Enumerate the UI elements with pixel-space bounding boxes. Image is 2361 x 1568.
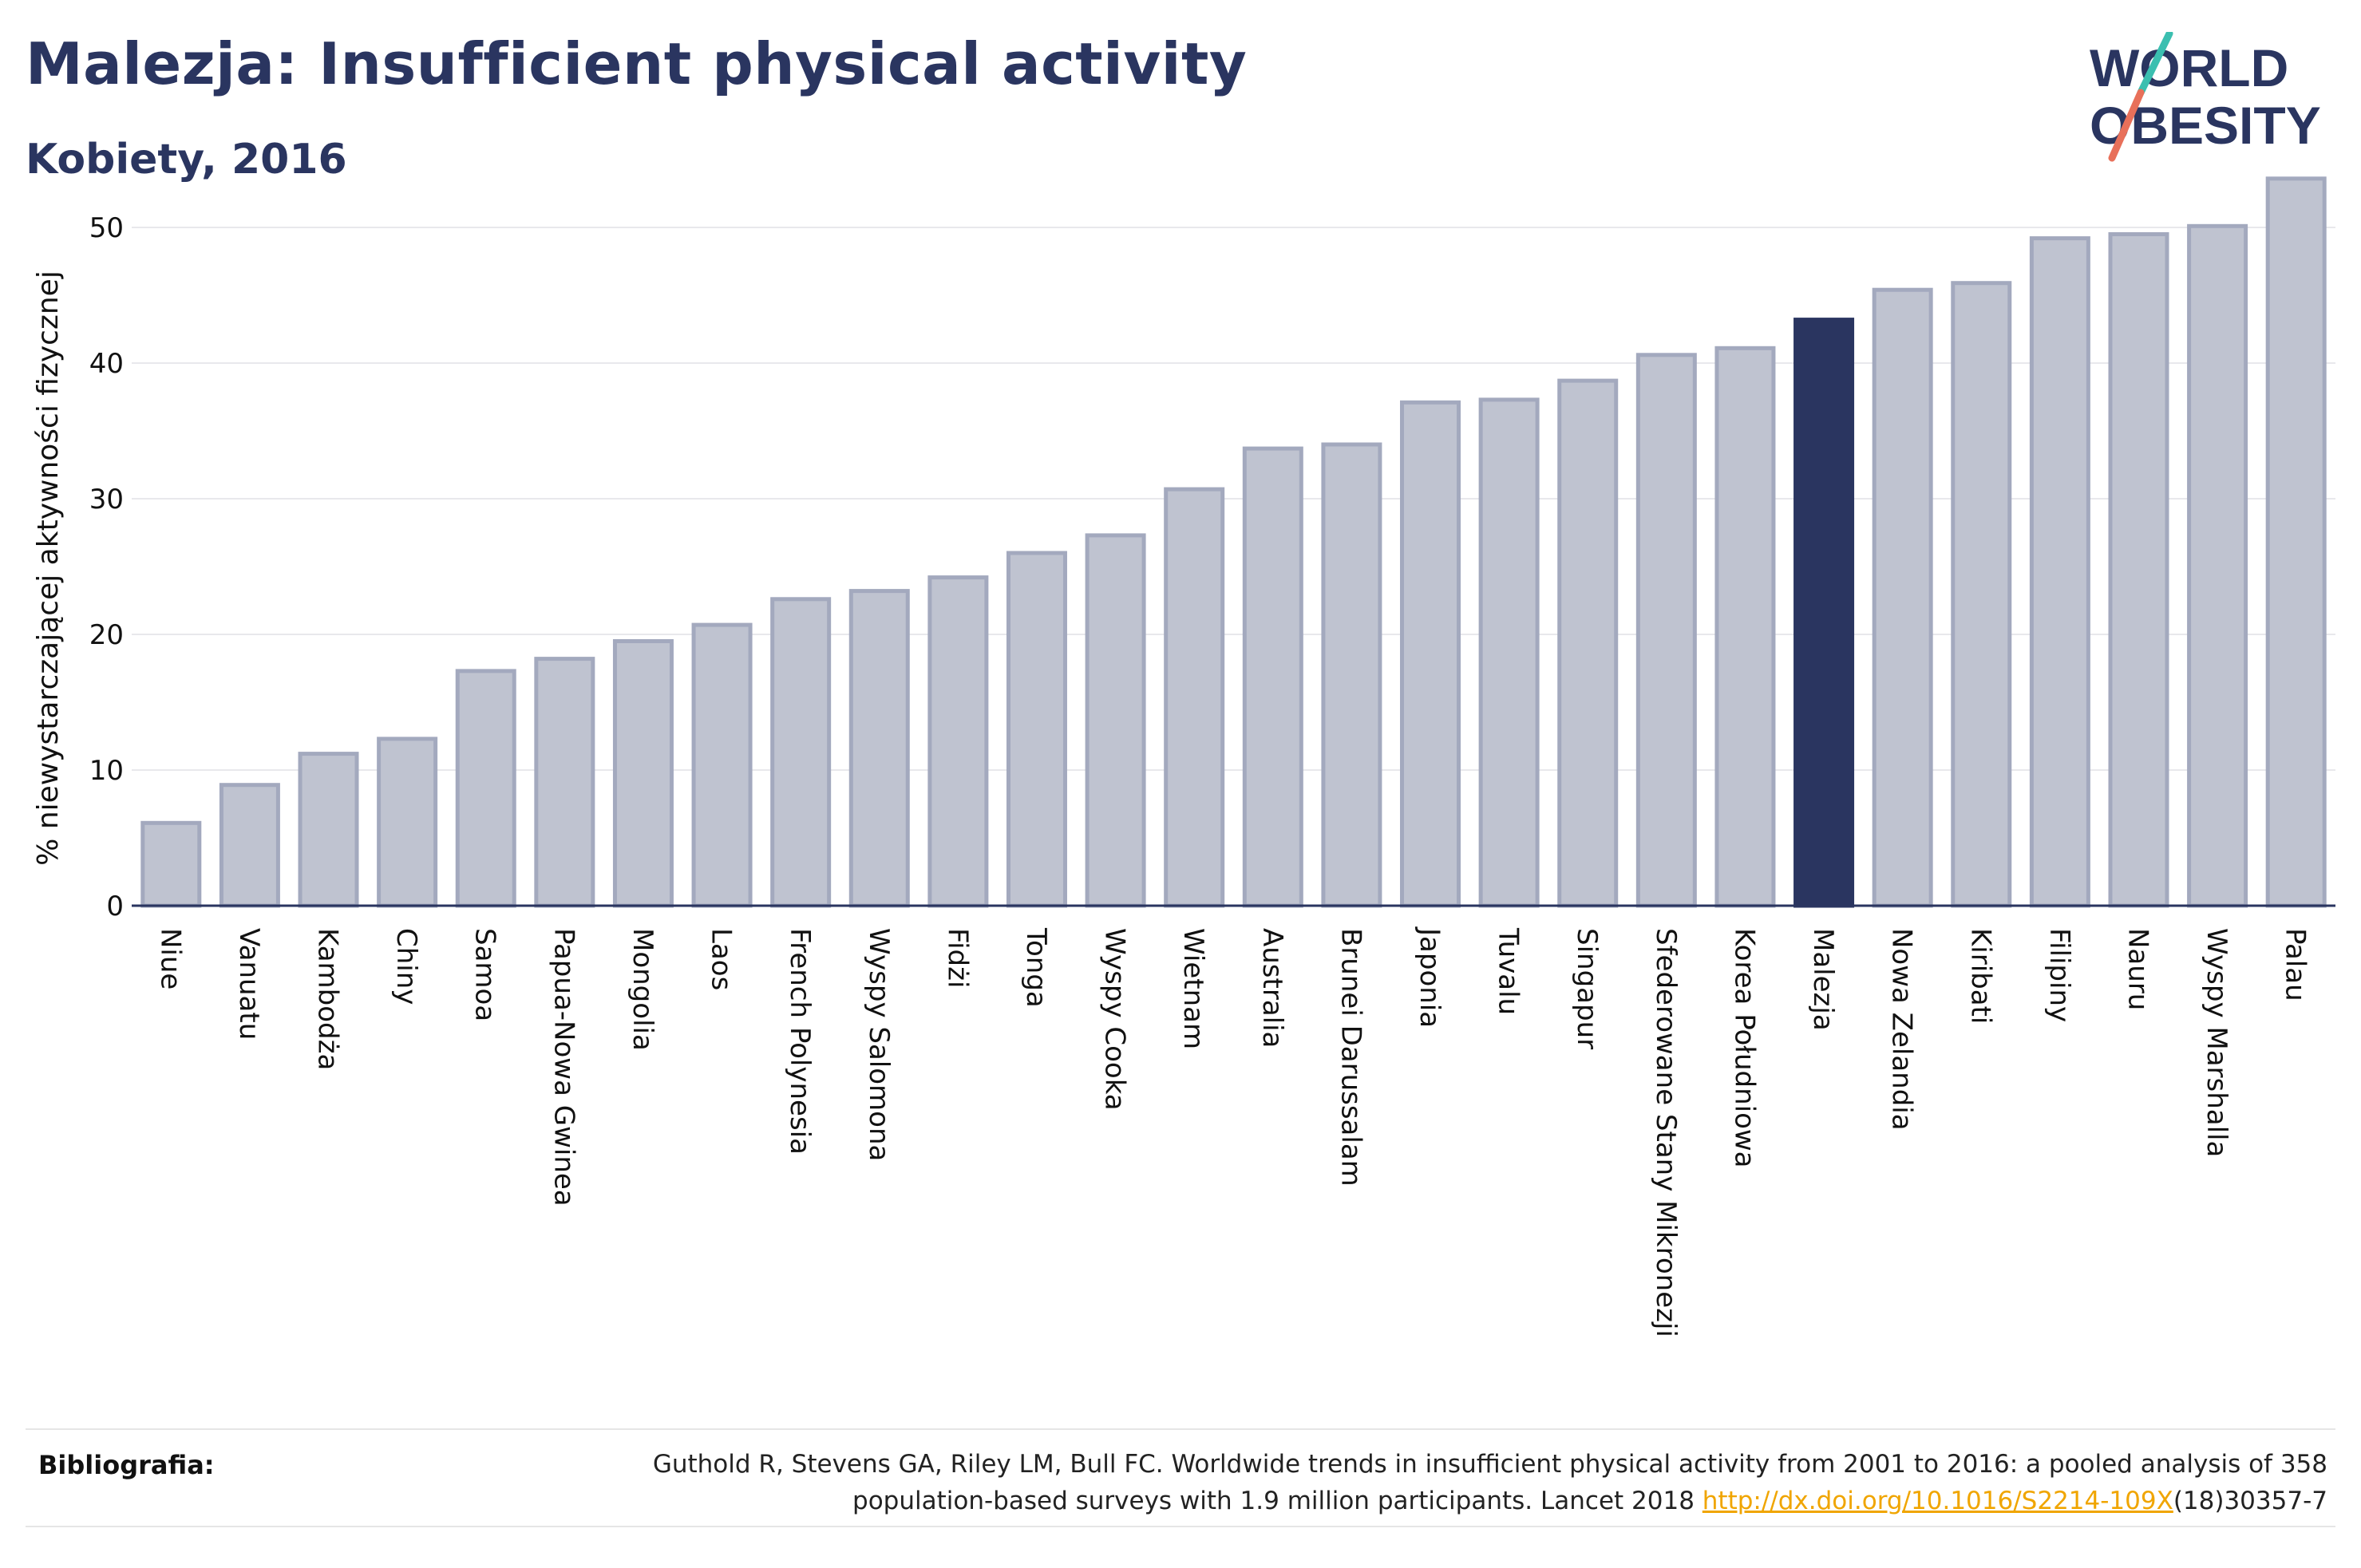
y-tick-labels: 0 10 20 30 40 50: [89, 212, 124, 922]
x-tick-label: Korea Południowa: [1728, 928, 1760, 1168]
x-tick-label: Fidżi: [941, 928, 973, 988]
x-tick-label: Wietnam: [1177, 928, 1209, 1049]
logo-slash-coral: [2108, 89, 2145, 162]
bar-tonga: [1006, 551, 1067, 908]
bar-sfederowane-stany-mikronezji: [1635, 353, 1697, 908]
bars: [140, 176, 2327, 908]
x-tick-label: Tuvalu: [1493, 927, 1525, 1015]
bibliography-line-2: population-based surveys with 1.9 millio…: [852, 1487, 1703, 1515]
bar-tuvalu: [1478, 397, 1540, 908]
x-tick-label: Australia: [1256, 928, 1288, 1048]
bar-vanuatu: [219, 783, 280, 908]
x-tick-label: Nowa Zelandia: [1886, 928, 1918, 1131]
x-tick-label: Malezja: [1807, 928, 1839, 1031]
world-obesity-logo: WORLD OBESITY: [2090, 32, 2321, 162]
bar-palau: [2265, 176, 2327, 908]
y-tick-label: 0: [106, 891, 124, 922]
x-tick-label: Sfederowane Stany Mikronezji: [1650, 928, 1682, 1337]
x-tick-label: Singapur: [1571, 928, 1603, 1049]
x-tick-label: Japonia: [1414, 926, 1445, 1028]
bar-australia: [1242, 446, 1303, 908]
x-tick-label: Kiribati: [1964, 928, 1996, 1024]
bar-kiribati: [1951, 281, 2012, 908]
x-tick-label: Palau: [2280, 928, 2312, 1001]
x-tick-label: Kambodża: [312, 928, 344, 1070]
x-tick-label: Filipiny: [2043, 928, 2075, 1022]
bar-niue: [140, 820, 202, 908]
bar-singapur: [1557, 378, 1619, 908]
x-tick-label: Chiny: [390, 928, 422, 1005]
x-tick-label: Wyspy Marshalla: [2201, 928, 2232, 1157]
x-tick-label: Laos: [706, 928, 738, 990]
bar-kambodża: [298, 752, 359, 908]
x-tick-label: Samoa: [469, 928, 501, 1021]
bar-brunei-darussalam: [1321, 442, 1382, 908]
bar-korea-południowa: [1714, 346, 1776, 908]
bar-chiny: [377, 737, 438, 908]
bar-wyspy-salomona: [848, 589, 910, 908]
bibliography-line-2-end: (18)30357-7: [2173, 1487, 2327, 1515]
x-tick-labels: Niue Vanuatu Kambodża Chiny Samoa Papua-Nowa …: [154, 926, 2311, 1337]
y-tick-label: 20: [89, 619, 124, 651]
bar-japonia: [1400, 400, 1461, 908]
x-tick-label: French Polynesia: [784, 928, 816, 1155]
bibliography-bottom-divider: [26, 1526, 2335, 1527]
bar-wyspy-cooka: [1085, 533, 1146, 908]
bar-french-polynesia: [770, 597, 832, 908]
x-tick-label: Nauru: [2122, 928, 2153, 1010]
logo-slash-teal: [2137, 32, 2173, 97]
y-axis-title: % niewystarczającej aktywności fizycznej: [32, 271, 65, 866]
bar-malezja: [1793, 318, 1855, 908]
bar-wyspy-marshalla: [2187, 223, 2248, 908]
bar-samoa: [455, 669, 516, 908]
bar-filipiny: [2029, 236, 2090, 908]
bibliography-text: Guthold R, Stevens GA, Riley LM, Bull FC…: [492, 1446, 2327, 1519]
x-tick-label: Wyspy Cooka: [1099, 928, 1131, 1111]
y-tick-label: 50: [89, 212, 124, 244]
y-tick-label: 30: [89, 484, 124, 515]
x-tick-label: Wyspy Salomona: [863, 928, 895, 1161]
x-tick-label: Mongolia: [627, 928, 658, 1051]
bar-laos: [691, 622, 753, 908]
chart-subtitle: Kobiety, 2016: [26, 136, 347, 184]
x-tick-label: Niue: [154, 928, 186, 989]
y-tick-label: 40: [89, 348, 124, 380]
bar-nowa-zelandia: [1872, 287, 1933, 908]
bar-wietnam: [1164, 487, 1225, 908]
x-tick-label: Papua-Nowa Gwinea: [548, 928, 579, 1207]
y-tick-label: 10: [89, 755, 124, 787]
x-tick-label: Brunei Darussalam: [1335, 928, 1366, 1187]
bar-nauru: [2108, 232, 2169, 908]
doi-link[interactable]: http://dx.doi.org/10.1016/S2214-109X: [1702, 1487, 2173, 1515]
bar-mongolia: [612, 639, 674, 908]
x-tick-label: Tonga: [1020, 927, 1052, 1008]
bibliography-label: Bibliografia:: [38, 1450, 215, 1480]
bar-papua-nowa-gwinea: [534, 657, 595, 908]
x-tick-label: Vanuatu: [233, 928, 265, 1040]
bibliography-line-1: Guthold R, Stevens GA, Riley LM, Bull FC…: [652, 1450, 2327, 1479]
bar-chart: 0 10 20 30 40 50 Niue Vanuatu Kambodża Chiny Samo…: [32, 176, 2335, 1337]
bar-fidżi: [927, 575, 989, 908]
bibliography-top-divider: [26, 1428, 2335, 1430]
chart-title: Malezja: Insufficient physical activity: [26, 30, 1248, 97]
logo-text-world: WORLD: [2090, 38, 2288, 97]
